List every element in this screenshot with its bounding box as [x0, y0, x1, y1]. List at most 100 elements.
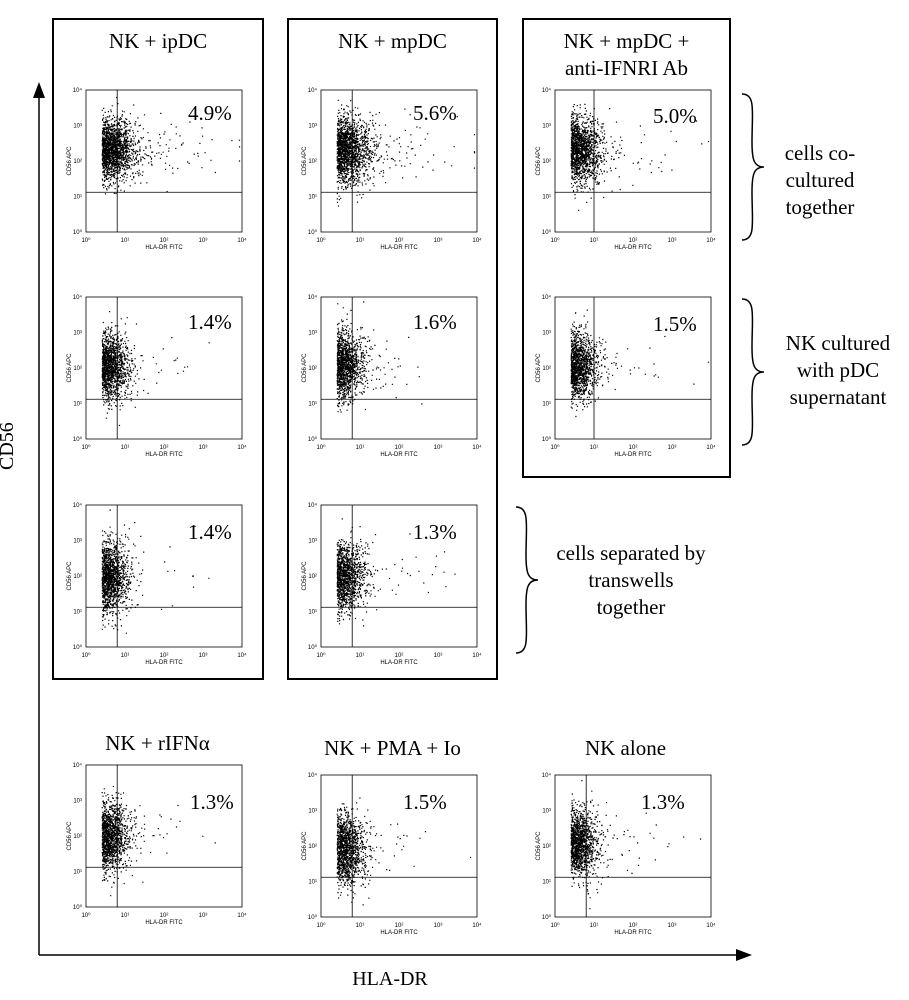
x-tick-label: 10¹: [121, 238, 130, 244]
x-tick-label: 10⁴: [237, 237, 247, 244]
plot-x-axis-label: HLA-DR FITC: [614, 930, 652, 935]
y-tick-label: 10⁰: [73, 436, 83, 443]
y-tick-label: 10³: [542, 124, 551, 130]
y-axis-arrow-icon: [33, 82, 45, 98]
x-tick-label: 10³: [434, 923, 443, 929]
plot-frame: [320, 504, 478, 648]
x-tick-label: 10⁰: [316, 444, 326, 451]
plot-x-axis-label: HLA-DR FITC: [614, 245, 652, 250]
flow-plot-nk-ipdc-cocultured: 10⁰ 10¹ 10² 10³ 10⁴ 10⁰ 10¹ 10² 10³ 10⁴ HLA-DR FIT…: [67, 87, 247, 250]
panel-title-rifna: NK + rIFNα: [105, 731, 210, 755]
y-tick-label: 10⁴: [73, 294, 83, 301]
plot-x-axis-label: HLA-DR FITC: [145, 920, 183, 925]
x-tick-label: 10¹: [121, 445, 130, 451]
y-tick-label: 10²: [73, 366, 82, 372]
plot-y-axis-label: CD56 APC: [67, 561, 73, 591]
percentage-label: 5.6%: [413, 101, 457, 125]
y-tick-label: 10¹: [308, 610, 317, 616]
x-tick-label: 10⁴: [706, 922, 716, 929]
x-tick-label: 10³: [199, 238, 208, 244]
plot-y-axis-label: CD56 APC: [67, 353, 73, 383]
y-tick-label: 10⁴: [73, 762, 83, 769]
y-tick-label: 10³: [73, 124, 82, 130]
x-tick-label: 10⁰: [550, 237, 560, 244]
x-tick-label: 10³: [199, 445, 208, 451]
x-tick-label: 10¹: [121, 653, 130, 659]
y-tick-label: 10²: [308, 844, 317, 850]
column-title-mpdc: NK + mpDC: [338, 29, 447, 53]
percentage-label: 1.3%: [413, 520, 457, 544]
x-tick-label: 10³: [434, 238, 443, 244]
event-dots: [570, 103, 710, 211]
plot-x-axis-label: HLA-DR FITC: [380, 245, 418, 250]
y-tick-label: 10⁴: [308, 502, 318, 509]
x-tick-label: 10³: [199, 653, 208, 659]
y-tick-label: 10⁴: [542, 294, 552, 301]
x-tick-label: 10⁴: [706, 444, 716, 451]
x-tick-label: 10²: [160, 445, 169, 451]
y-tick-label: 10³: [73, 331, 82, 337]
plot-x-axis-label: HLA-DR FITC: [380, 660, 418, 665]
x-tick-label: 10⁴: [472, 922, 482, 929]
y-tick-label: 10⁰: [308, 644, 318, 651]
x-tick-label: 10¹: [590, 445, 599, 451]
row-label-cocultured: cells co- cultured together: [784, 141, 856, 219]
x-tick-label: 10⁰: [316, 237, 326, 244]
x-tick-label: 10²: [160, 653, 169, 659]
x-tick-label: 10³: [668, 923, 677, 929]
plot-y-axis-label: CD56 APC: [536, 831, 542, 861]
plot-x-axis-label: HLA-DR FITC: [145, 660, 183, 665]
x-tick-label: 10¹: [356, 445, 365, 451]
event-dots: [570, 780, 702, 910]
y-tick-label: 10¹: [73, 610, 82, 616]
plot-frame: [554, 89, 712, 233]
x-tick-label: 10²: [395, 923, 404, 929]
y-tick-label: 10³: [308, 809, 317, 815]
flow-plot-nk-ipdc-transwell: 10⁰ 10¹ 10² 10³ 10⁴ 10⁰ 10¹ 10² 10³ 10⁴ HLA-DR FIT…: [67, 502, 247, 665]
plot-x-axis-label: HLA-DR FITC: [145, 245, 183, 250]
percentage-label: 1.4%: [188, 310, 232, 334]
x-tick-label: 10¹: [356, 238, 365, 244]
plot-x-axis-label: HLA-DR FITC: [380, 452, 418, 457]
x-tick-label: 10¹: [356, 653, 365, 659]
y-tick-label: 10³: [73, 799, 82, 805]
plot-x-axis-label: HLA-DR FITC: [145, 452, 183, 457]
plot-x-axis-label: HLA-DR FITC: [380, 930, 418, 935]
y-tick-label: 10⁰: [73, 904, 83, 911]
y-tick-label: 10⁰: [542, 436, 552, 443]
flow-plot-nk-rifna: 10⁰ 10¹ 10² 10³ 10⁴ 10⁰ 10¹ 10² 10³ 10⁴ HLA-DR FIT…: [67, 762, 247, 925]
flow-plot-nk-pma-io: 10⁰ 10¹ 10² 10³ 10⁴ 10⁰ 10¹ 10² 10³ 10⁴ HLA-DR FIT…: [302, 772, 482, 935]
y-tick-label: 10¹: [542, 402, 551, 408]
y-tick-label: 10³: [73, 539, 82, 545]
x-tick-label: 10⁴: [472, 237, 482, 244]
percentage-label: 1.5%: [403, 790, 447, 814]
x-tick-label: 10³: [668, 445, 677, 451]
x-tick-label: 10²: [160, 913, 169, 919]
x-tick-label: 10⁰: [81, 652, 91, 659]
row-label-supernatant: NK cultured with pDC supernatant: [785, 331, 891, 409]
x-tick-label: 10³: [668, 238, 677, 244]
y-tick-label: 10²: [308, 366, 317, 372]
plot-y-axis-label: CD56 APC: [302, 353, 308, 383]
percentage-label: 1.4%: [188, 520, 232, 544]
column-title-anti-ifnri-line2: anti-IFNRI Ab: [564, 56, 689, 80]
plot-y-axis-label: CD56 APC: [302, 561, 308, 591]
x-tick-label: 10²: [629, 923, 638, 929]
event-dots: [101, 311, 210, 427]
percentage-label: 1.5%: [653, 312, 697, 336]
column-title-anti-ifnri-line1: NK + mpDC +: [563, 29, 690, 53]
panel-title-pma-io: NK + PMA + Io: [324, 736, 461, 760]
x-tick-label: 10²: [629, 238, 638, 244]
x-tick-label: 10⁴: [237, 912, 247, 919]
x-tick-label: 10⁰: [550, 444, 560, 451]
y-tick-label: 10⁴: [542, 772, 552, 779]
y-tick-label: 10²: [73, 159, 82, 165]
x-tick-label: 10⁴: [472, 444, 482, 451]
y-tick-label: 10¹: [542, 880, 551, 886]
flow-plot-anti-ifnri-cocultured: 10⁰ 10¹ 10² 10³ 10⁴ 10⁰ 10¹ 10² 10³ 10⁴ HLA-DR FIT…: [536, 87, 716, 250]
y-tick-label: 10⁰: [73, 644, 83, 651]
y-tick-label: 10²: [308, 574, 317, 580]
plot-frame: [320, 296, 478, 440]
flow-plot-nk-mpdc-transwell: 10⁰ 10¹ 10² 10³ 10⁴ 10⁰ 10¹ 10² 10³ 10⁴ HLA-DR FIT…: [302, 502, 482, 665]
plot-frame: [85, 296, 243, 440]
